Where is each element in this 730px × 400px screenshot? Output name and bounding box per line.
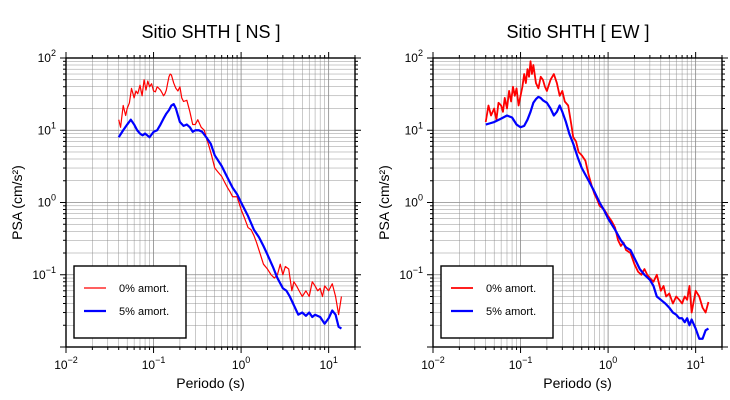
y-tick-base: 10 xyxy=(405,123,419,137)
x-tick-exp: −1 xyxy=(155,355,165,365)
y-tick-label: 102 xyxy=(405,48,423,65)
x-tick-exp: 1 xyxy=(700,355,705,365)
x-axis-label: Periodo (s) xyxy=(176,375,244,391)
y-tick-base: 10 xyxy=(38,123,52,137)
x-tick-label: 101 xyxy=(686,355,704,372)
x-tick-label: 10−1 xyxy=(509,355,533,372)
x-tick-base: 10 xyxy=(232,358,246,372)
legend-label-0: 0% amort. xyxy=(119,283,169,295)
series-group xyxy=(117,73,343,330)
legend-box xyxy=(73,265,187,339)
x-tick-exp: −2 xyxy=(68,355,78,365)
y-axis-label: PSA (cm/s²) xyxy=(376,165,392,240)
tick-marks xyxy=(60,52,361,353)
x-tick-base: 10 xyxy=(142,358,156,372)
series-line-1 xyxy=(485,95,710,340)
x-tick-base: 10 xyxy=(54,358,68,372)
y-tick-label: 101 xyxy=(405,120,423,137)
series-line-1 xyxy=(117,103,343,330)
x-tick-exp: 0 xyxy=(612,355,617,365)
x-tick-label: 10−2 xyxy=(54,355,78,372)
x-tick-base: 10 xyxy=(319,358,333,372)
y-axis-label: PSA (cm/s²) xyxy=(9,165,25,240)
y-tick-exp: −1 xyxy=(413,265,423,275)
y-tick-base: 10 xyxy=(38,51,52,65)
chart-panel-1: Sitio SHTH [ EW ]10−2 10−1 100 10110−110010… xyxy=(376,22,728,391)
legend: 0% amort. 5% amort. xyxy=(440,265,554,339)
x-tick-exp: 0 xyxy=(245,355,250,365)
y-tick-exp: 1 xyxy=(418,120,423,130)
y-tick-base: 10 xyxy=(32,268,46,282)
y-tick-base: 10 xyxy=(405,51,419,65)
y-tick-exp: 2 xyxy=(51,48,56,58)
x-axis-label: Periodo (s) xyxy=(543,375,611,391)
x-tick-base: 10 xyxy=(509,358,523,372)
x-tick-label: 10−2 xyxy=(421,355,445,372)
y-tick-exp: 2 xyxy=(418,48,423,58)
grid xyxy=(65,57,356,348)
x-tick-exp: 1 xyxy=(333,355,338,365)
legend-label-1: 5% amort. xyxy=(119,306,169,318)
chart-title: Sitio SHTH [ NS ] xyxy=(141,22,280,42)
legend: 0% amort. 5% amort. xyxy=(73,265,187,339)
legend-label-0: 0% amort. xyxy=(486,283,536,295)
x-tick-base: 10 xyxy=(686,358,700,372)
y-tick-label: 102 xyxy=(38,48,56,65)
x-tick-label: 100 xyxy=(232,355,250,372)
x-tick-label: 100 xyxy=(599,355,617,372)
x-tick-exp: −2 xyxy=(435,355,445,365)
series-line-0 xyxy=(484,60,710,314)
x-tick-base: 10 xyxy=(599,358,613,372)
chart-panel-0: Sitio SHTH [ NS ]10−2 10−1 100 10110−110010… xyxy=(9,22,361,391)
chart-title: Sitio SHTH [ EW ] xyxy=(506,22,649,42)
series-group xyxy=(484,60,710,340)
y-tick-exp: 0 xyxy=(418,193,423,203)
x-tick-base: 10 xyxy=(421,358,435,372)
y-tick-exp: −1 xyxy=(46,265,56,275)
y-tick-base: 10 xyxy=(38,196,52,210)
x-tick-label: 10−1 xyxy=(142,355,166,372)
y-tick-label: 100 xyxy=(38,193,56,210)
y-tick-label: 10−1 xyxy=(32,265,56,282)
y-tick-exp: 1 xyxy=(51,120,56,130)
y-tick-exp: 0 xyxy=(51,193,56,203)
tick-marks xyxy=(427,52,728,353)
legend-box xyxy=(440,265,554,339)
x-tick-exp: −1 xyxy=(522,355,532,365)
series-line-0 xyxy=(118,73,343,316)
x-tick-label: 101 xyxy=(319,355,337,372)
y-tick-label: 10−1 xyxy=(399,265,423,282)
y-tick-base: 10 xyxy=(399,268,413,282)
y-tick-label: 101 xyxy=(38,120,56,137)
legend-label-1: 5% amort. xyxy=(486,306,536,318)
y-tick-base: 10 xyxy=(405,196,419,210)
y-tick-label: 100 xyxy=(405,193,423,210)
